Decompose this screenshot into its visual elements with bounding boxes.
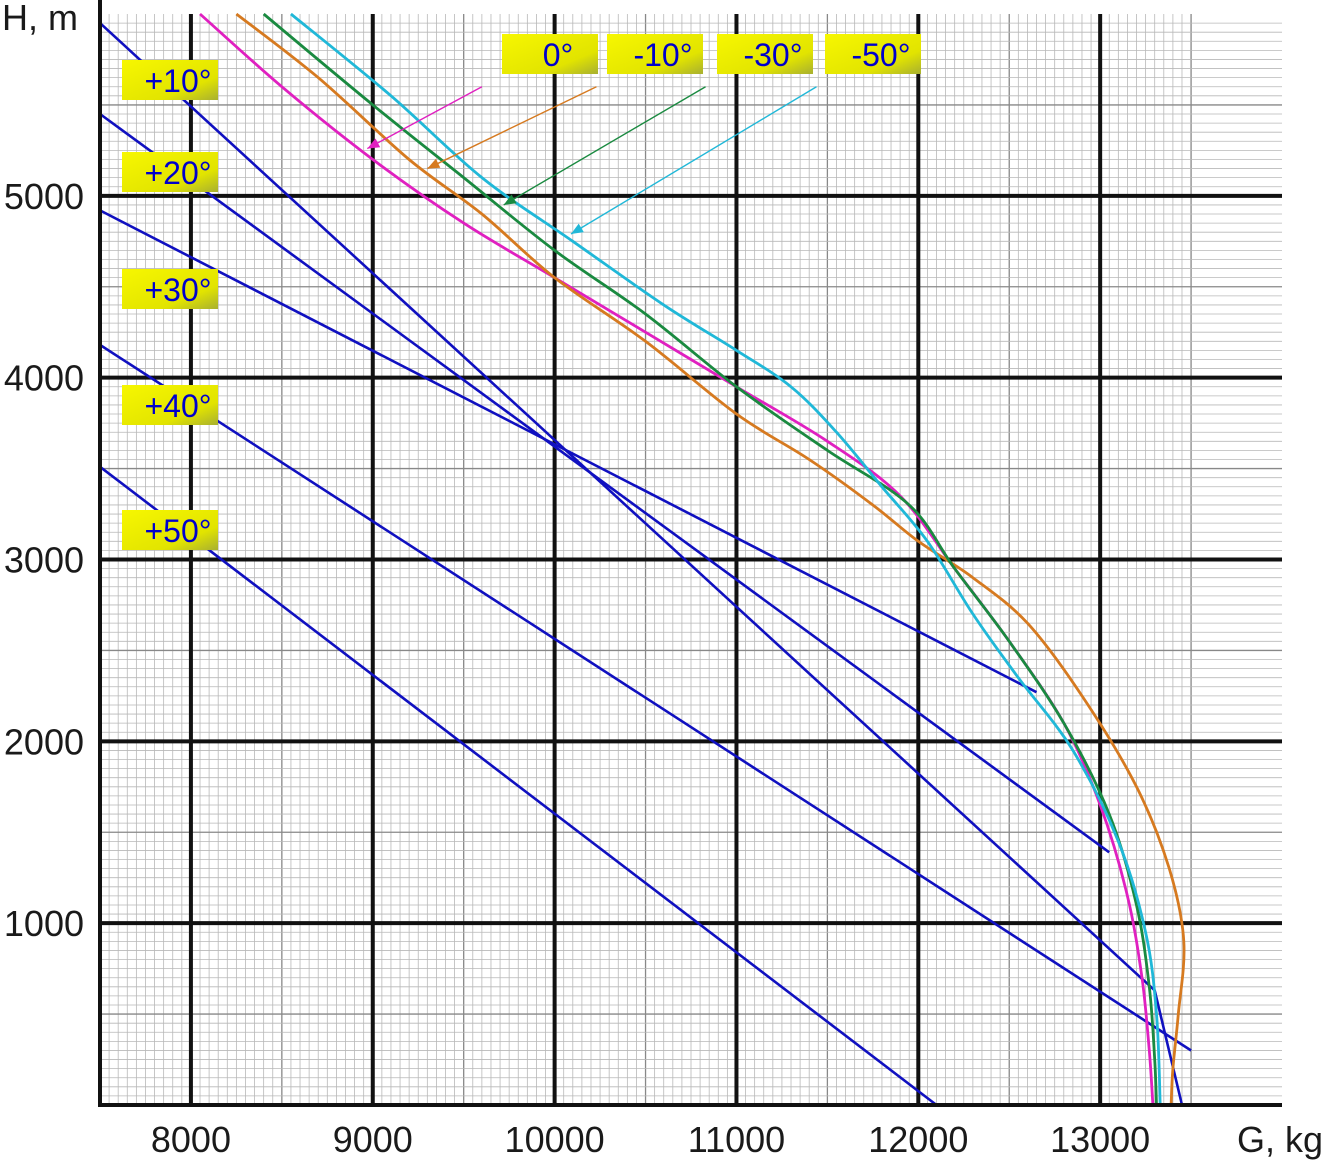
y-tick-label-4: 4000 [4,358,84,399]
axes [98,0,1282,1107]
series-lines [199,12,1186,1106]
series-label-2-text: -10° [633,37,692,73]
arrow-head-2 [427,158,441,169]
x-tick-label-3: 10000 [505,1119,605,1160]
major-grid [100,14,1282,1105]
temperature-line-1 [99,22,1184,1106]
arrow-line-4 [570,86,817,235]
y-tick-label-3: 3000 [4,540,84,581]
y-tick-label-1: 1000 [4,903,84,944]
series-label-2-box [607,34,703,74]
temperature-line-2 [99,112,1110,854]
x-tick-label-5: 12000 [868,1119,968,1160]
arrow-head-1 [367,138,381,149]
series-line-2 [235,12,1186,1106]
arrow-line-3 [503,86,706,206]
series-line-3 [262,12,1158,1106]
temp-label-4-box [122,385,218,425]
temp-label-2-box [122,152,218,192]
temperature-line-4 [99,343,1192,1052]
temp-label-1-text: +10° [144,63,211,99]
temp-label-4-text: +40° [144,388,211,424]
series-label-3-text: -30° [743,37,802,73]
x-tick-label-1: 8000 [151,1119,231,1160]
y-tick-label-2: 2000 [4,721,84,762]
series-line-1 [199,12,1155,1106]
arrow-head-3 [503,194,517,205]
arrow-line-1 [366,86,483,150]
series-label-4-text: -50° [851,37,910,73]
temp-label-1-box [122,60,218,100]
x-tick-label-4: 11000 [688,1119,785,1160]
series-label-1-box [502,34,598,74]
temp-label-5-box [122,510,218,550]
arrow-head-4 [571,223,584,234]
x-tick-label-6: 13000 [1050,1119,1150,1160]
y-axis-title: H, m [2,0,78,38]
temp-label-2-text: +20° [144,155,211,191]
label-arrows [366,86,817,235]
y-tick-label-5: 5000 [4,176,84,217]
series-label-3-box [717,34,813,74]
x-axis-title: G, kg [1237,1119,1323,1160]
line-labels: +10° +20° +30° +40° +50° 0° -10° -30° -50° [122,34,921,550]
temperature-line-5 [99,465,938,1107]
temp-label-5-text: +50° [144,513,211,549]
series-label-4-box [825,34,921,74]
arrow-line-2 [427,86,597,170]
temperature-line-3 [99,209,1038,694]
temp-label-3-text: +30° [144,272,211,308]
x-tick-label-2: 9000 [333,1119,413,1160]
temp-label-3-box [122,269,218,309]
series-label-1-text: 0° [543,37,574,73]
